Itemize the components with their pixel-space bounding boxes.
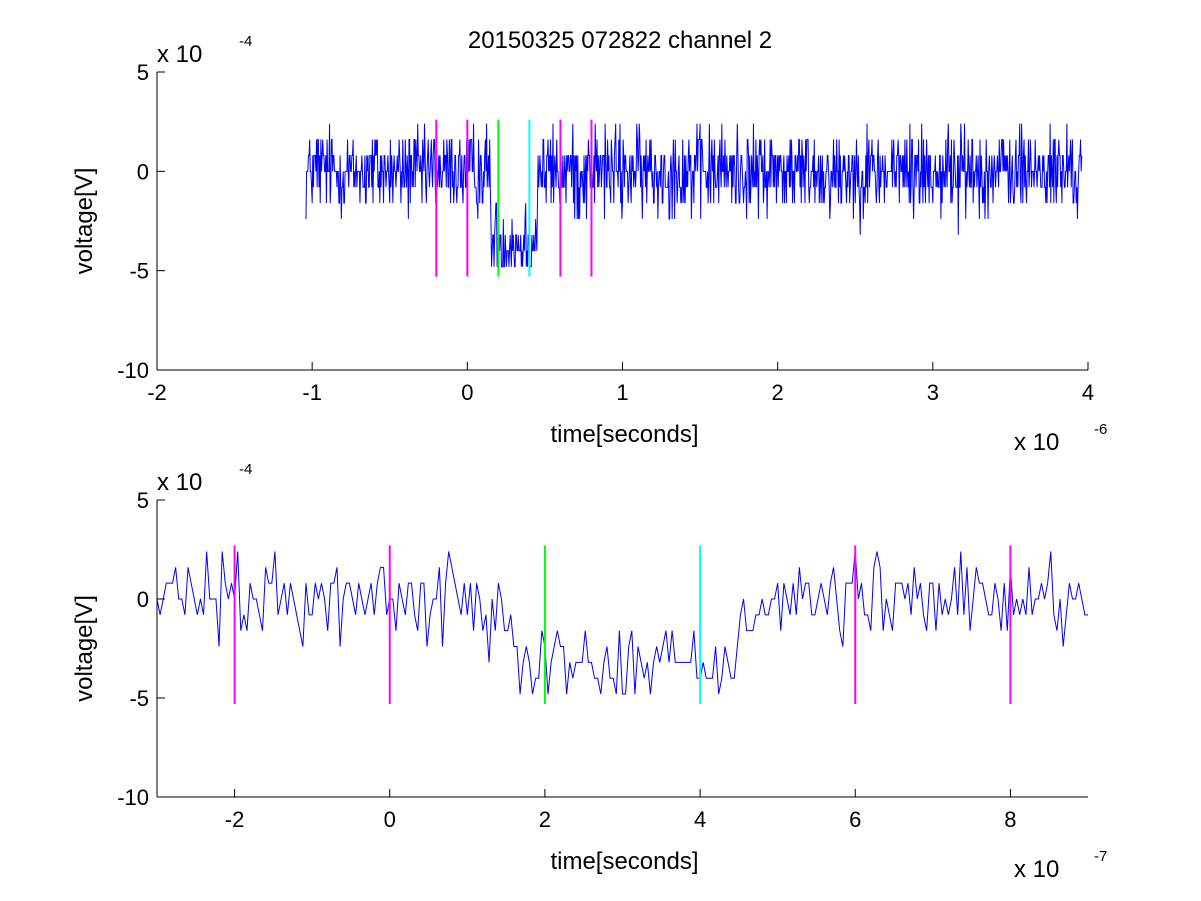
y-exponent-label: x 10 <box>157 41 202 68</box>
bottom-plot: -2 0 2 4 6 8 -10 -5 0 5 time[seconds] voltage[V] x 1… <box>71 461 1107 883</box>
x-axis-label: time[seconds] <box>550 421 698 448</box>
top-plot: -2 -1 0 1 2 3 4-10-505time[seconds]voltage[V]x… <box>71 33 1107 456</box>
y-axis-label: voltage[V] <box>71 168 98 275</box>
y-exponent-power: -4 <box>239 33 252 50</box>
x-exponent-power: -7 <box>1094 848 1107 865</box>
x-tick-label: -2 <box>225 807 245 832</box>
x-tick-label: -1 <box>302 380 322 405</box>
x-tick-label: 1 <box>616 380 628 405</box>
x-tick-label: 6 <box>849 807 861 832</box>
x-exponent-label: x 10 <box>1014 856 1059 883</box>
signal-series-line <box>305 123 1083 268</box>
x-exponent-label: x 10 <box>1014 429 1059 456</box>
x-tick-label: 4 <box>1082 380 1094 405</box>
y-tick-label: -10 <box>117 785 149 810</box>
y-tick-label: -5 <box>129 686 149 711</box>
x-tick-label: 2 <box>772 380 784 405</box>
y-exponent-power: -4 <box>239 461 252 478</box>
x-tick-label: 8 <box>1004 807 1016 832</box>
y-tick-label: -5 <box>129 259 149 284</box>
y-axis-label: voltage[V] <box>71 595 98 702</box>
y-tick-label: -10 <box>117 358 149 383</box>
y-tick-label: 5 <box>137 60 149 85</box>
x-tick-label: 0 <box>384 807 396 832</box>
x-tick-label: -2 <box>147 380 167 405</box>
x-tick-label: 3 <box>927 380 939 405</box>
y-exponent-label: x 10 <box>157 469 202 496</box>
x-exponent-power: -6 <box>1094 421 1107 438</box>
y-tick-label: 0 <box>137 587 149 612</box>
y-tick-label: 0 <box>137 159 149 184</box>
x-tick-label: 2 <box>539 807 551 832</box>
signal-series-line <box>156 551 1088 695</box>
figure-title: 20150325 072822 channel 2 <box>468 27 772 54</box>
y-tick-label: 5 <box>137 488 149 513</box>
x-axis-label: time[seconds] <box>550 848 698 875</box>
x-tick-label: 0 <box>461 380 473 405</box>
x-tick-label: 4 <box>694 807 706 832</box>
